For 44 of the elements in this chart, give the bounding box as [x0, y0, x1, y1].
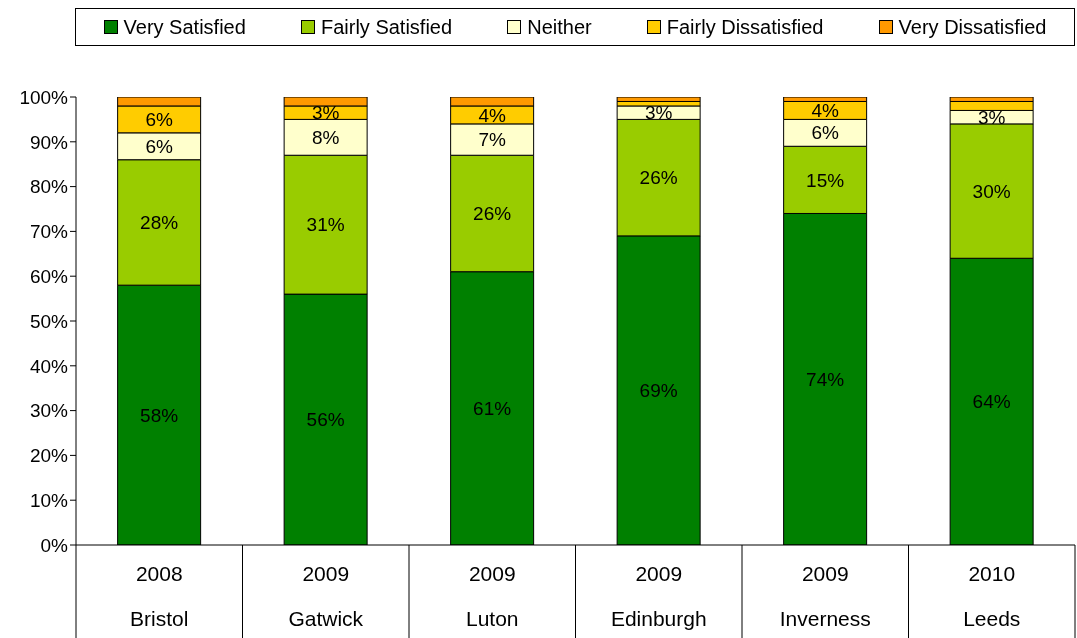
- data-label: 3%: [644, 102, 673, 124]
- data-label: 7%: [478, 129, 506, 151]
- data-label: 58%: [140, 404, 179, 426]
- data-label: 74%: [806, 368, 845, 390]
- data-label: 3%: [311, 102, 340, 124]
- data-label: 6%: [811, 122, 839, 144]
- x-tick-label: 2009 Luton: [465, 562, 519, 630]
- data-label: 26%: [639, 167, 678, 189]
- data-label: 4%: [478, 104, 506, 126]
- data-label: 6%: [145, 109, 173, 131]
- data-label: 30%: [972, 180, 1011, 202]
- y-tick-label: 0%: [40, 534, 69, 556]
- data-label: 15%: [806, 169, 845, 191]
- data-label: 64%: [972, 391, 1011, 413]
- x-tick-label: 2009 Inverness: [779, 562, 871, 630]
- y-tick-label: 100%: [19, 86, 69, 108]
- y-tick-label: 80%: [29, 176, 69, 198]
- data-label: 61%: [473, 398, 512, 420]
- legend-label: Very Satisfied: [122, 15, 246, 39]
- data-label: 31%: [306, 214, 345, 236]
- legend-label: Fairly Satisfied: [319, 15, 453, 39]
- y-tick-label: 90%: [29, 131, 69, 153]
- y-tick-label: 40%: [29, 355, 69, 377]
- y-tick-label: 60%: [29, 265, 69, 287]
- data-label: 28%: [140, 212, 179, 234]
- legend-label: Neither: [526, 15, 592, 39]
- legend-label: Fairly Dissatisfied: [665, 15, 824, 39]
- x-tick-label: 2008 Bristol: [130, 562, 189, 630]
- data-label: 69%: [639, 380, 678, 402]
- y-tick-label: 70%: [29, 221, 69, 243]
- y-tick-label: 10%: [29, 489, 69, 511]
- x-tick-label: 2009 Edinburgh: [610, 562, 707, 630]
- y-tick-label: 50%: [29, 310, 69, 332]
- x-tick-label: 2009 Gatwick: [288, 562, 364, 630]
- data-label: 8%: [311, 126, 340, 148]
- data-label: 6%: [145, 135, 173, 157]
- data-label: 26%: [473, 203, 512, 225]
- data-label: 4%: [811, 100, 839, 122]
- data-label: 3%: [977, 106, 1006, 128]
- y-tick-label: 20%: [29, 445, 69, 467]
- data-label: 56%: [306, 409, 345, 431]
- y-tick-label: 30%: [29, 400, 69, 422]
- legend-label: Very Dissatisfied: [897, 15, 1047, 39]
- x-tick-label: 2010 Leeds: [963, 562, 1021, 630]
